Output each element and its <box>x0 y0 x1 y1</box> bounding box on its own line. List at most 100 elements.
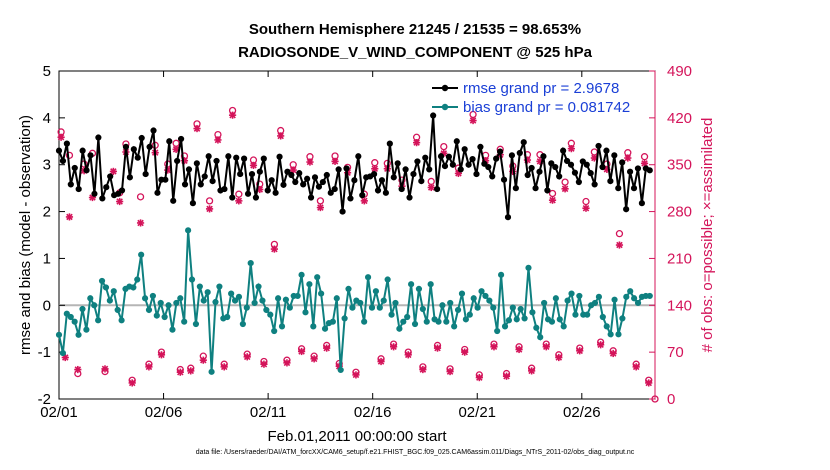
bias-point <box>368 304 376 311</box>
obs-assimilated-point <box>205 205 214 213</box>
obs-assimilated-point <box>555 353 563 362</box>
rmse-point <box>166 138 173 145</box>
rmse-point <box>315 183 323 190</box>
rmse-point <box>583 161 590 168</box>
bias-point <box>91 302 98 309</box>
rmse-point <box>374 187 382 194</box>
rmse-point <box>591 181 598 188</box>
bias-point <box>247 260 254 267</box>
bias-point <box>306 281 313 288</box>
rmse-point <box>154 189 161 196</box>
rmse-point <box>335 166 342 173</box>
rmse-point <box>63 140 70 147</box>
rmse-point <box>272 189 279 196</box>
bias-point <box>177 295 184 302</box>
y-tick-label: -1 <box>38 344 51 361</box>
rmse-point <box>150 127 157 134</box>
bias-point <box>153 312 160 319</box>
bias-point <box>611 296 618 303</box>
rmse-point <box>107 173 114 180</box>
bias-point <box>255 283 262 290</box>
bias-point <box>196 283 203 290</box>
rmse-point <box>410 170 417 178</box>
rmse-point <box>528 164 535 172</box>
obs-assimilated-point <box>109 167 117 176</box>
obs-possible-point <box>235 190 243 198</box>
y-tick-label: 3 <box>43 157 51 174</box>
bias-point <box>349 304 356 311</box>
legend-label: bias grand pr = 0.081742 <box>463 99 630 116</box>
bias-point <box>380 297 387 304</box>
bias-point <box>98 277 106 285</box>
bias-point <box>646 292 653 300</box>
obs-possible-point <box>65 151 74 159</box>
obs-assimilated-point <box>306 158 314 166</box>
obs-assimilated-point <box>597 341 605 349</box>
obs-assimilated-point <box>57 133 65 141</box>
rmse-point <box>288 171 295 179</box>
obs-possible-point <box>582 197 590 206</box>
bias-point <box>494 327 501 335</box>
obs-assimilated-point <box>199 356 207 364</box>
plot-area <box>58 70 656 400</box>
rmse-point <box>304 175 311 182</box>
rmse-point <box>355 153 362 160</box>
rmse-point <box>189 200 197 207</box>
rmse-point <box>560 147 567 154</box>
bias-point <box>114 306 121 314</box>
obs-assimilated-point <box>609 349 617 358</box>
obs-assimilated-point <box>576 347 584 355</box>
bias-point <box>161 313 168 321</box>
rmse-point <box>430 112 437 119</box>
bias-point <box>435 318 442 325</box>
obs-assimilated-point <box>427 183 435 192</box>
rmse-point <box>630 185 638 192</box>
bias-point <box>627 288 634 295</box>
bias-point <box>145 306 153 314</box>
rmse-point <box>225 153 232 160</box>
obs-assimilated-point <box>316 203 325 212</box>
bias-point <box>501 323 509 330</box>
obs-assimilated-point <box>561 185 569 193</box>
bias-point <box>302 309 309 316</box>
bias-point <box>357 299 364 307</box>
y-tick-label: -2 <box>38 391 51 408</box>
rmse-point <box>79 147 86 154</box>
rmse-point <box>146 143 153 151</box>
bias-point <box>388 311 395 318</box>
rmse-point <box>284 168 291 175</box>
bias-point <box>67 313 74 321</box>
rmse-point <box>599 163 606 171</box>
rmse-point <box>638 200 645 207</box>
bias-point <box>396 325 403 332</box>
rmse-point <box>307 194 315 201</box>
bias-point <box>251 299 258 307</box>
bias-point <box>384 276 391 283</box>
y2-tick-label: 350 <box>667 157 692 174</box>
bias-point <box>345 285 352 292</box>
rmse-point <box>556 173 563 180</box>
rmse-point <box>575 178 582 186</box>
rmse-point <box>378 177 386 184</box>
obs-assimilated-point <box>567 145 575 153</box>
rmse-point <box>248 170 256 178</box>
obs-assimilated-point <box>243 353 251 361</box>
rmse-point <box>264 187 271 194</box>
obs-assimilated-point <box>193 124 201 133</box>
rmse-point <box>229 194 236 201</box>
x-tick-label: 02/26 <box>563 404 601 421</box>
bias-point <box>185 227 192 234</box>
bias-point <box>482 292 489 300</box>
bias-point <box>400 318 407 325</box>
rmse-point <box>563 157 571 165</box>
rmse-point <box>445 153 453 160</box>
bias-point <box>443 318 450 325</box>
rmse-point <box>280 181 287 188</box>
rmse-point <box>390 174 397 181</box>
legend-marker <box>441 103 449 111</box>
bias-point <box>228 290 235 297</box>
bias-point <box>591 299 599 307</box>
obs-assimilated-point <box>419 365 427 374</box>
y2-tick-label: 210 <box>667 250 692 267</box>
